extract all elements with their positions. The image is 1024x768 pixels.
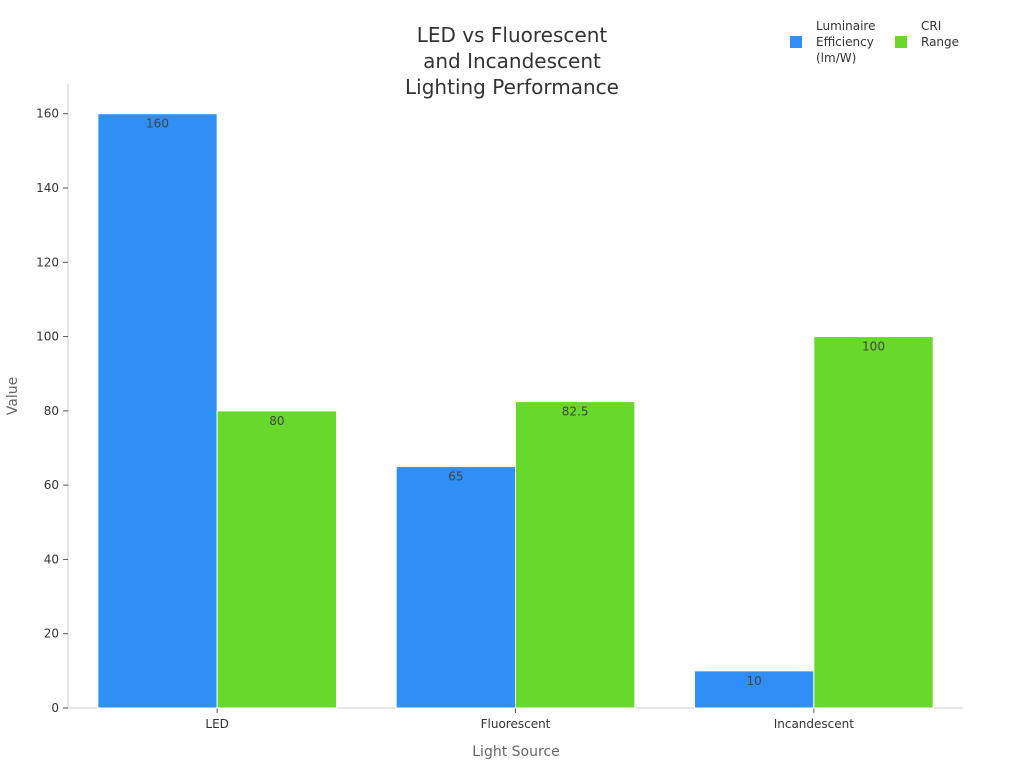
bar-series-1-led bbox=[216, 410, 338, 709]
legend-label: Luminaire bbox=[816, 19, 875, 33]
y-axis: 0 20 40 60 80 100 120 140 160 bbox=[36, 84, 69, 715]
y-tick-label: 140 bbox=[36, 181, 59, 195]
x-axis-label: Light Source bbox=[472, 744, 559, 760]
x-tick-label: Fluorescent bbox=[481, 717, 551, 731]
legend-label: (lm/W) bbox=[816, 51, 856, 65]
x-axis: LED Fluorescent Incandescent bbox=[68, 707, 963, 731]
legend-swatch bbox=[790, 36, 802, 48]
y-axis-label: Value bbox=[5, 377, 21, 415]
y-tick-label: 20 bbox=[44, 627, 59, 641]
legend-label: CRI bbox=[921, 19, 941, 33]
legend-swatch bbox=[895, 36, 907, 48]
x-tick-label: LED bbox=[205, 717, 229, 731]
y-tick-label: 40 bbox=[44, 552, 59, 566]
data-labels: 160 65 10 80 82.5 100 bbox=[146, 117, 885, 688]
bar-series-0-led bbox=[97, 113, 218, 709]
bars bbox=[97, 113, 934, 709]
y-tick-label: 60 bbox=[44, 478, 59, 492]
data-label: 10 bbox=[747, 674, 762, 688]
bar-series-1-incandescent bbox=[813, 336, 934, 709]
bar-series-0-fluorescent bbox=[395, 466, 516, 709]
legend-label: Range bbox=[921, 35, 959, 49]
data-label: 160 bbox=[146, 117, 169, 131]
chart-title-line: Lighting Performance bbox=[405, 75, 619, 99]
y-tick-label: 160 bbox=[36, 107, 59, 121]
chart-title-line: and Incandescent bbox=[423, 49, 601, 73]
y-tick-label: 120 bbox=[36, 255, 59, 269]
legend-label: Efficiency bbox=[816, 35, 874, 49]
legend: Luminaire Efficiency (lm/W) CRI Range bbox=[790, 19, 959, 65]
x-tick-label: Incandescent bbox=[774, 717, 855, 731]
data-label: 65 bbox=[448, 470, 463, 484]
y-tick-label: 100 bbox=[36, 330, 59, 344]
data-label: 82.5 bbox=[562, 405, 589, 419]
data-label: 100 bbox=[862, 340, 885, 354]
bar-series-1-fluorescent bbox=[515, 401, 636, 709]
data-label: 80 bbox=[269, 414, 284, 428]
chart-title-line: LED vs Fluorescent bbox=[417, 23, 608, 47]
y-tick-label: 0 bbox=[51, 701, 59, 715]
y-tick-label: 80 bbox=[44, 404, 59, 418]
